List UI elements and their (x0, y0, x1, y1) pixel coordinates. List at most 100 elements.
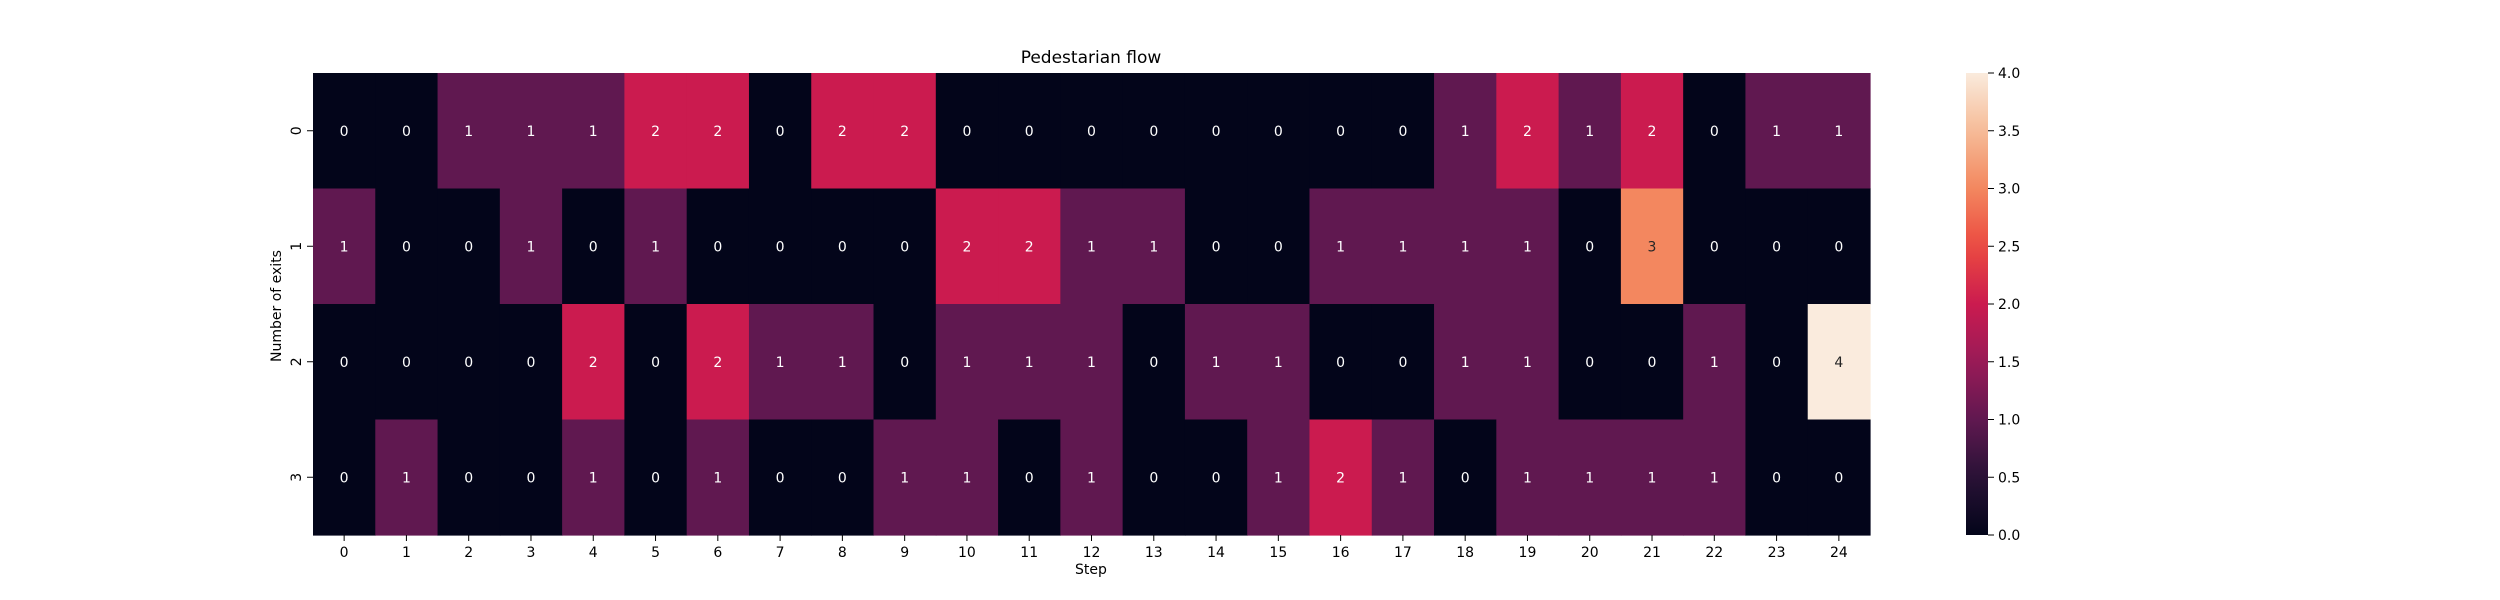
cell-annotation: 3 (1648, 239, 1657, 255)
cell-annotation: 0 (1025, 470, 1034, 486)
cell-annotation: 0 (1398, 355, 1407, 371)
heatmap-cell (562, 188, 625, 305)
heatmap-cell (624, 73, 688, 190)
colorbar-axis: 0.0 0.5 1.0 1.5 2.0 2.5 3.0 3.5 4.0 (1988, 66, 2020, 544)
heatmap-cell (873, 419, 937, 536)
y-tick-label: 1 (289, 242, 305, 251)
cell-annotation: 0 (713, 239, 722, 255)
cell-annotation: 0 (402, 124, 411, 140)
y-tick-label: 2 (289, 357, 305, 366)
cell-annotation: 2 (713, 124, 722, 140)
heatmap-cell (1558, 73, 1622, 190)
heatmap-cell (1683, 188, 1747, 305)
cell-annotation: 1 (1585, 124, 1594, 140)
heatmap-cell (935, 304, 999, 421)
cell-annotation: 0 (776, 239, 785, 255)
cell-annotation: 1 (1523, 470, 1532, 486)
x-tick-label: 2 (464, 545, 473, 561)
cell-annotation: 2 (713, 355, 722, 371)
cell-annotation: 0 (838, 239, 847, 255)
heatmap-cell (811, 73, 875, 190)
heatmap-cell (562, 73, 625, 190)
heatmap-cell (1683, 73, 1747, 190)
x-tick-label: 21 (1643, 545, 1661, 561)
cell-annotation: 2 (1336, 470, 1345, 486)
cell-annotation: 1 (1336, 239, 1345, 255)
cell-annotation: 1 (464, 124, 473, 140)
cell-annotation: 0 (1772, 470, 1781, 486)
heatmap-cell (499, 419, 563, 536)
cell-annotation: 0 (402, 239, 411, 255)
cell-annotation: 0 (651, 470, 660, 486)
x-tick-label: 19 (1519, 545, 1537, 561)
cell-annotation: 0 (1274, 239, 1283, 255)
x-tick-label: 20 (1581, 545, 1599, 561)
heatmap-cell (1558, 188, 1622, 305)
heatmap-cell (686, 304, 750, 421)
heatmap-cell (1247, 188, 1311, 305)
heatmap-cell (1434, 73, 1497, 190)
cell-annotation: 1 (527, 239, 536, 255)
x-tick-label: 18 (1456, 545, 1474, 561)
cell-annotation: 1 (1087, 239, 1096, 255)
heatmap-cell (748, 188, 812, 305)
heatmap-cell (811, 304, 875, 421)
heatmap-cell (499, 73, 563, 190)
heatmap-cell (1184, 73, 1248, 190)
colorbar-tick-label: 2.5 (1998, 239, 2020, 255)
x-tick-label: 6 (713, 545, 722, 561)
heatmap-cell (873, 188, 937, 305)
cell-annotation: 0 (1585, 355, 1594, 371)
x-tick-label: 5 (651, 545, 660, 561)
cell-annotation: 2 (1025, 239, 1034, 255)
cell-annotation: 1 (962, 355, 971, 371)
heatmap-cell (1807, 188, 1871, 305)
cell-annotation: 1 (1398, 470, 1407, 486)
x-tick-label: 16 (1332, 545, 1350, 561)
cell-annotation: 0 (651, 355, 660, 371)
cell-annotation: 1 (1461, 239, 1470, 255)
x-tick-label: 23 (1768, 545, 1786, 561)
heatmap-cell (375, 304, 439, 421)
heatmap-cell (1745, 188, 1809, 305)
heatmap-cell (811, 419, 875, 536)
heatmap-cell (1371, 304, 1435, 421)
heatmap-cell (1496, 188, 1560, 305)
cell-annotation: 1 (838, 355, 847, 371)
heatmap-cell (624, 419, 688, 536)
cell-annotation: 0 (1648, 355, 1657, 371)
cell-annotation: 1 (962, 470, 971, 486)
cell-annotation: 0 (589, 239, 598, 255)
heatmap-cell (1745, 304, 1809, 421)
heatmap-cell (935, 419, 999, 536)
heatmap-cell (562, 419, 625, 536)
x-tick-label: 8 (838, 545, 847, 561)
cell-annotation: 0 (1087, 124, 1096, 140)
cell-annotation: 0 (527, 355, 536, 371)
cell-annotation: 2 (900, 124, 909, 140)
heatmap-cell (811, 188, 875, 305)
x-tick-label: 11 (1020, 545, 1038, 561)
cell-annotation: 1 (1087, 470, 1096, 486)
heatmap-cell (313, 73, 376, 190)
colorbar-tick-label: 0.0 (1998, 528, 2020, 544)
x-tick-label: 12 (1083, 545, 1101, 561)
colorbar-tick-label: 1.5 (1998, 355, 2020, 371)
cell-annotation: 1 (1087, 355, 1096, 371)
cell-annotation: 1 (1834, 124, 1843, 140)
heatmap-cell (686, 73, 750, 190)
x-tick-label: 22 (1705, 545, 1723, 561)
heatmap-cell (1807, 419, 1871, 536)
heatmap-cell (1309, 419, 1373, 536)
heatmap-cell (1060, 73, 1124, 190)
cell-annotation: 0 (1461, 470, 1470, 486)
cell-annotation: 1 (1648, 470, 1657, 486)
cell-annotation: 0 (1212, 124, 1221, 140)
cell-annotation: 2 (838, 124, 847, 140)
x-tick-label: 24 (1830, 545, 1848, 561)
heatmap-cell (1434, 304, 1497, 421)
x-tick-label: 7 (776, 545, 785, 561)
heatmap-cell (1309, 188, 1373, 305)
heatmap-cell (686, 188, 750, 305)
y-tick-label: 0 (289, 126, 305, 135)
